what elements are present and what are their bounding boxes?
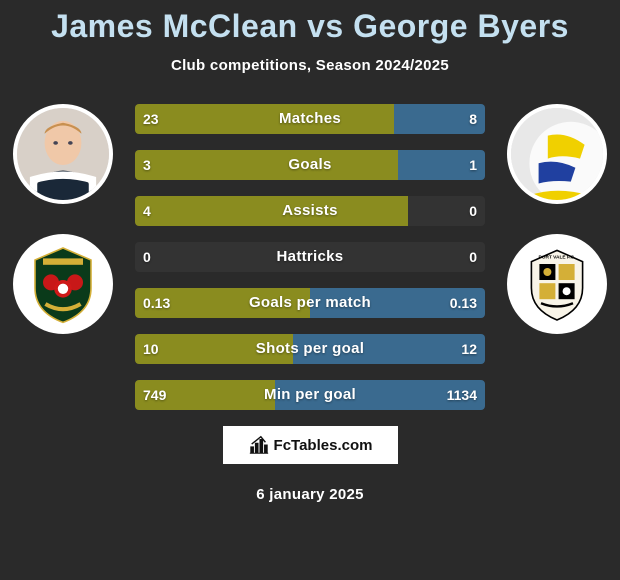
player2-avatar [507,104,607,204]
ball-icon [511,108,603,200]
stat-row: 7491134Min per goal [135,380,485,410]
vs-text: vs [307,8,344,44]
chart-icon [248,434,270,456]
comparison-title: James McClean vs George Byers [0,0,620,45]
svg-text:PORT VALE F.C.: PORT VALE F.C. [539,254,576,260]
player1-avatar [13,104,113,204]
player1-name: James McClean [51,8,298,44]
player2-club-crest: PORT VALE F.C. [507,234,607,334]
player1-club-crest [13,234,113,334]
stat-label: Goals per match [135,288,485,318]
stat-label: Goals [135,150,485,180]
stats-list: 238Matches 31Goals 40Assists 00Hattricks 0.1… [135,104,485,410]
stat-label: Shots per goal [135,334,485,364]
portvale-crest-icon: PORT VALE F.C. [517,244,597,324]
stat-row: 238Matches [135,104,485,134]
date-label: 6 january 2025 [0,486,620,503]
left-column [8,104,118,334]
content-area: PORT VALE F.C. 238Matches 31Goals 40Assist… [0,104,620,410]
stat-label: Hattricks [135,242,485,272]
brand-badge: FcTables.com [223,426,398,464]
right-column: PORT VALE F.C. [502,104,612,334]
stat-row: 31Goals [135,150,485,180]
stat-row: 0.130.13Goals per match [135,288,485,318]
stat-row: 40Assists [135,196,485,226]
subtitle: Club competitions, Season 2024/2025 [0,57,620,74]
stat-row: 1012Shots per goal [135,334,485,364]
stat-row: 00Hattricks [135,242,485,272]
stat-label: Min per goal [135,380,485,410]
player2-name: George Byers [353,8,569,44]
wrexham-crest-icon [23,244,103,324]
brand-text: FcTables.com [274,437,373,454]
stat-label: Matches [135,104,485,134]
stat-label: Assists [135,196,485,226]
person-icon [17,108,109,200]
